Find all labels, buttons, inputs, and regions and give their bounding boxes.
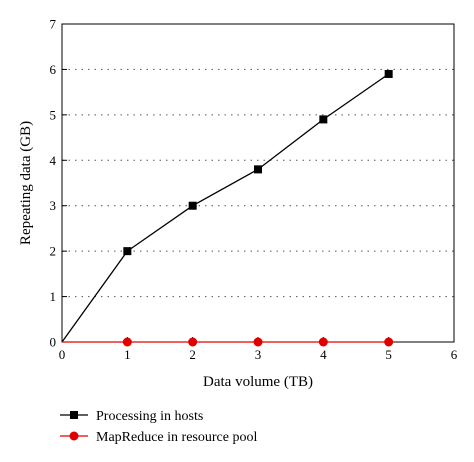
x-axis-label: Data volume (TB) <box>203 374 313 390</box>
y-tick-label-2: 2 <box>50 244 57 259</box>
series-1-point-2 <box>188 337 198 347</box>
x-tick-label-1: 1 <box>124 347 131 362</box>
y-tick-label-7: 7 <box>50 17 57 32</box>
legend-item-mapreduce-in-resource-pool: MapReduce in resource pool <box>60 430 257 445</box>
y-tick-label-3: 3 <box>50 198 57 213</box>
plot-frame <box>61 23 455 343</box>
y-tick-label-6: 6 <box>50 62 57 77</box>
legend-marker-mapreduce-in-resource-pool <box>69 431 79 441</box>
legend-label-processing-in-hosts: Processing in hosts <box>96 409 203 424</box>
series-0-point-3 <box>254 165 262 174</box>
x-tick-label-0: 0 <box>59 347 66 362</box>
series-1-point-4 <box>318 337 328 347</box>
y-tick-label-5: 5 <box>50 107 57 122</box>
legend-marker-processing-in-hosts <box>70 411 78 419</box>
y-tick-label-0: 0 <box>50 335 57 350</box>
grid-lines <box>62 68 454 298</box>
series-0-point-4 <box>319 115 328 124</box>
legend: Processing in hosts MapReduce in resourc… <box>60 409 257 445</box>
series-1-point-1 <box>122 337 132 347</box>
axis-ticks: 0 1 2 3 4 5 6 7 0 1 2 3 4 5 6 <box>50 17 458 363</box>
y-axis-label: Repeating data (GB) <box>18 121 34 245</box>
x-tick-label-5: 5 <box>385 347 392 362</box>
series-0-point-2 <box>188 201 197 210</box>
y-tick-label-1: 1 <box>50 289 57 304</box>
x-tick-label-3: 3 <box>255 347 262 362</box>
series-0-point-5 <box>384 69 393 78</box>
legend-label-mapreduce-in-resource-pool: MapReduce in resource pool <box>96 430 257 445</box>
series-line-0 <box>61 73 390 343</box>
series-group <box>61 69 394 347</box>
series-1-point-3 <box>253 337 263 347</box>
legend-item-processing-in-hosts: Processing in hosts <box>60 409 203 424</box>
x-tick-label-4: 4 <box>320 347 327 362</box>
series-1-point-5 <box>384 337 394 347</box>
x-tick-label-2: 2 <box>189 347 196 362</box>
y-tick-label-4: 4 <box>50 153 57 168</box>
series-0-point-1 <box>123 247 132 256</box>
x-tick-label-6: 6 <box>451 347 458 362</box>
